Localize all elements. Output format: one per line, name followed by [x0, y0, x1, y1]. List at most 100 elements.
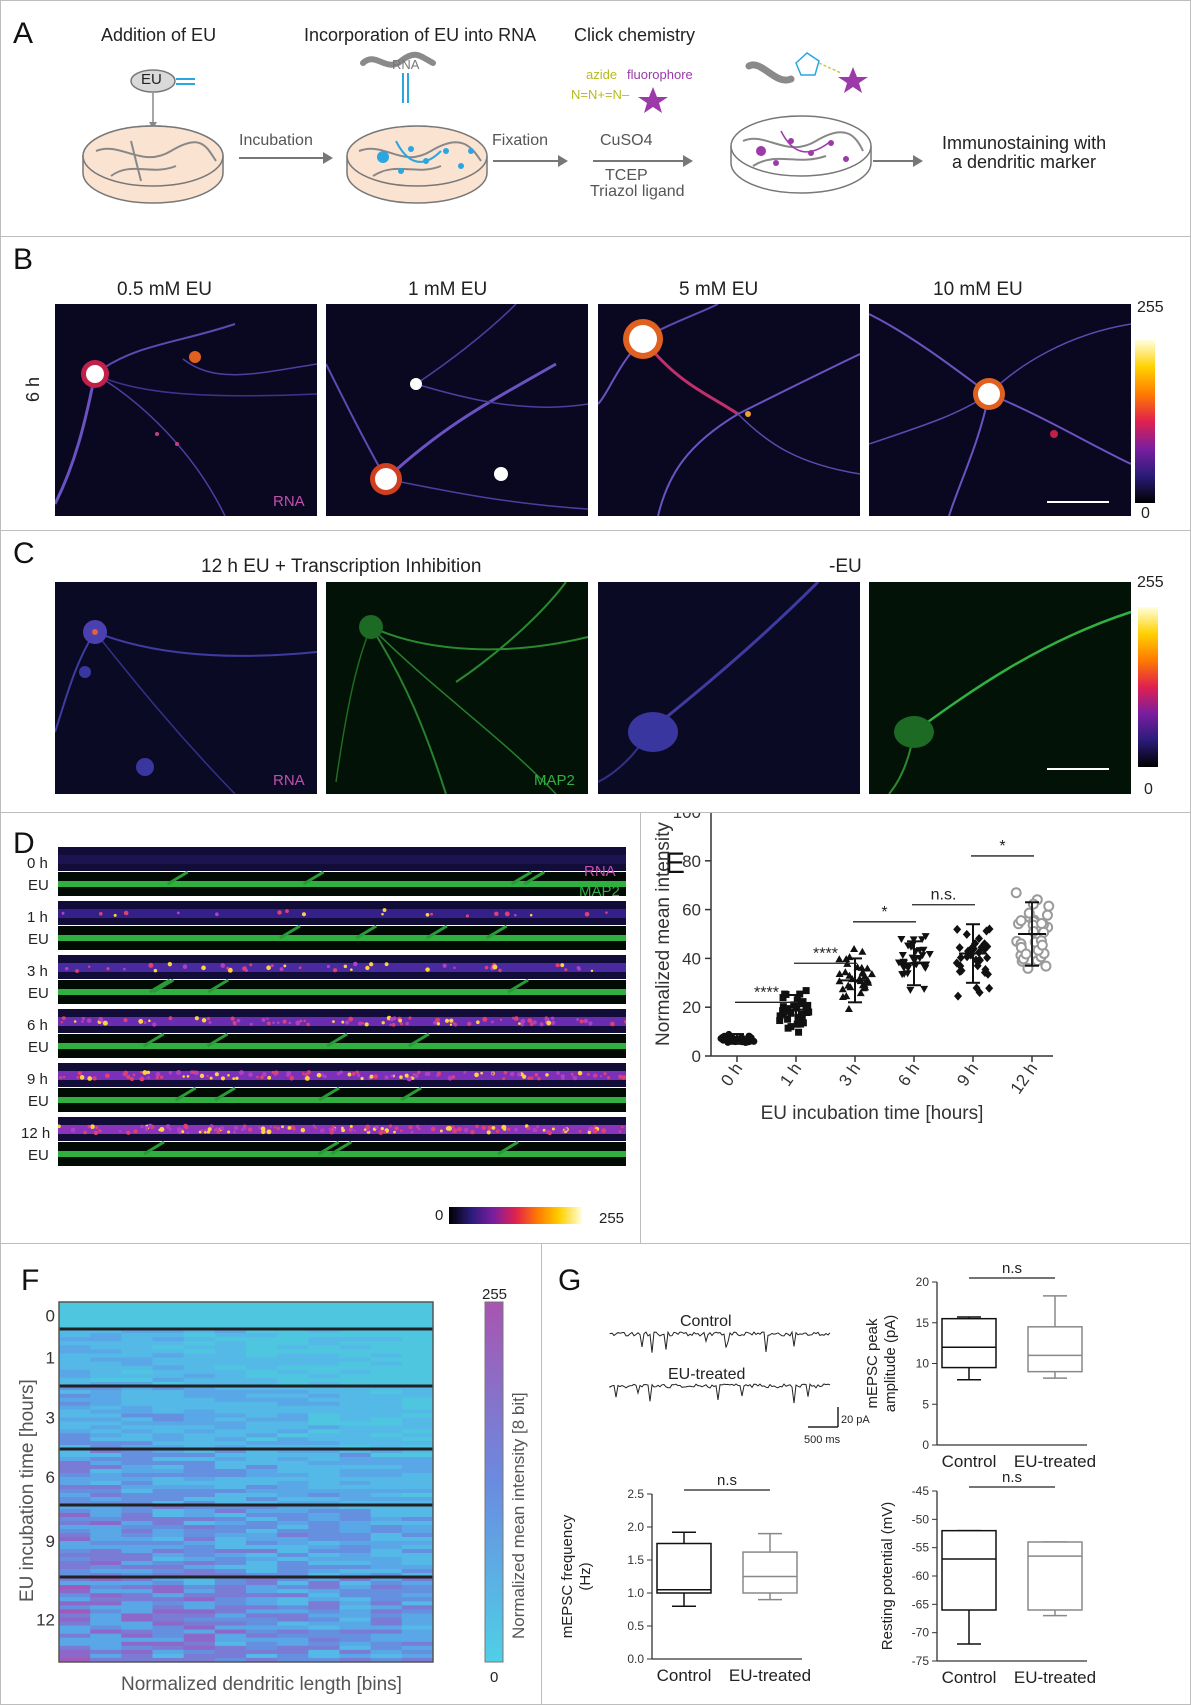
rna-puncta: [152, 1022, 157, 1027]
heatmap-cell: [308, 1425, 340, 1430]
heatmap-cell: [277, 1493, 309, 1498]
data-point: [956, 953, 965, 963]
heatmap-cell: [339, 1413, 372, 1418]
rna-puncta: [529, 1022, 534, 1027]
heatmap-cell: [339, 1485, 372, 1490]
heatmap-cell: [370, 1569, 403, 1574]
heatmap-cell: [339, 1529, 372, 1534]
heatmap-cell: [152, 1617, 185, 1623]
heatmap-cell: [339, 1545, 372, 1550]
heatmap-cell: [401, 1373, 434, 1379]
heatmap-cell: [370, 1461, 403, 1466]
heatmap-cell: [59, 1437, 91, 1442]
heatmap-cell: [152, 1337, 185, 1342]
heatmap-cell: [121, 1373, 153, 1379]
heatmap-cell: [308, 1621, 340, 1627]
heatmap-cell: [59, 1573, 91, 1578]
heatmap-cell: [121, 1433, 153, 1438]
heatmap-cell: [277, 1373, 309, 1379]
heatmap-cell: [121, 1621, 153, 1627]
heatmap-cell: [183, 1497, 216, 1502]
heatmap-cell: [152, 1465, 185, 1470]
heatmap-cell: [277, 1641, 309, 1647]
heatmap-cell: [59, 1549, 91, 1554]
rna-puncta: [414, 1073, 419, 1079]
heatmap-cell: [308, 1577, 340, 1582]
heatmap-cell: [370, 1577, 403, 1582]
rna-puncta: [301, 912, 306, 917]
heatmap-cell: [370, 1629, 403, 1635]
heatmap-cell: [370, 1429, 403, 1434]
heatmap-cell: [246, 1521, 278, 1526]
heatmap-cell: [401, 1409, 434, 1415]
heatmap-cell: [121, 1541, 153, 1546]
heatmap-cell: [277, 1597, 309, 1602]
heatmap-cell: [339, 1549, 372, 1554]
rna-puncta: [618, 1074, 623, 1079]
heatmap-cell: [339, 1533, 372, 1538]
rna-puncta: [546, 1020, 552, 1026]
heatmap-cell: [370, 1329, 403, 1334]
heatmap-cell: [308, 1401, 340, 1407]
heatmap-cell: [152, 1597, 185, 1602]
heatmap-cell: [401, 1437, 434, 1442]
heatmap-cell: [370, 1361, 403, 1367]
heatmap-cell: [183, 1429, 216, 1434]
heatmap-cell: [59, 1445, 91, 1450]
heatmap-cell: [308, 1629, 340, 1635]
heatmap-cell: [59, 1441, 91, 1446]
y-tick-label: 40: [682, 949, 701, 968]
heatmap-cell: [183, 1653, 216, 1659]
heatmap-cell: [246, 1373, 278, 1379]
heatmap-cell: [246, 1357, 278, 1363]
heatmap-cell: [308, 1497, 340, 1502]
rna-puncta: [424, 1071, 429, 1077]
heatmap-cell: [246, 1553, 278, 1558]
rna-puncta: [537, 1077, 541, 1081]
heatmap-cell: [246, 1302, 278, 1307]
rna-puncta: [61, 1016, 66, 1021]
heatmap-cell: [121, 1457, 153, 1462]
heatmap-cell: [90, 1429, 122, 1434]
rna-puncta: [586, 1072, 591, 1076]
heatmap-cell: [246, 1365, 278, 1371]
heatmap-cell: [214, 1365, 247, 1371]
rna-puncta: [578, 1129, 582, 1133]
heatmap-cell: [121, 1629, 153, 1635]
heatmap-cell: [308, 1529, 340, 1534]
rna-puncta: [298, 966, 302, 970]
heatmap-cell: [121, 1513, 153, 1518]
title-no-eu: -EU: [829, 556, 862, 577]
heatmap-cell: [214, 1449, 247, 1454]
heatmap-cell: [59, 1457, 91, 1462]
heatmap-cell: [401, 1517, 434, 1522]
rna-puncta: [476, 1020, 480, 1025]
heatmap-cell: [59, 1341, 91, 1346]
heatmap-cell: [370, 1581, 403, 1586]
heatmap-cell: [214, 1325, 247, 1330]
rna-puncta: [378, 1130, 384, 1135]
map2-branch: [408, 1032, 430, 1048]
panel-d: D 0 h EU 1 h EU 3 h EU 6 h EU 9 h EU 12 h EU RNA MA…: [0, 812, 641, 1244]
heatmap-cell: [308, 1593, 340, 1598]
heatmap-cell: [308, 1485, 340, 1490]
rna-puncta: [167, 962, 173, 967]
heatmap-cell: [308, 1569, 340, 1574]
heatmap-cell: [246, 1609, 278, 1614]
rna-puncta: [486, 1130, 491, 1135]
heatmap-cell: [214, 1645, 247, 1651]
heatmap-cell: [214, 1445, 247, 1450]
rna-puncta: [463, 1070, 467, 1074]
heatmap-cell: [183, 1573, 216, 1578]
rna-puncta: [590, 969, 594, 973]
tcep-label: TCEP: [605, 167, 648, 184]
heatmap-cell: [339, 1393, 372, 1399]
heatmap-cell: [59, 1613, 91, 1618]
rna-puncta: [59, 1076, 63, 1079]
heatmap-cell: [152, 1485, 185, 1490]
rna-puncta: [499, 1018, 503, 1021]
rna-puncta: [276, 1126, 281, 1131]
rna-dendrite-band: [58, 855, 626, 864]
heatmap-cell: [370, 1425, 403, 1430]
